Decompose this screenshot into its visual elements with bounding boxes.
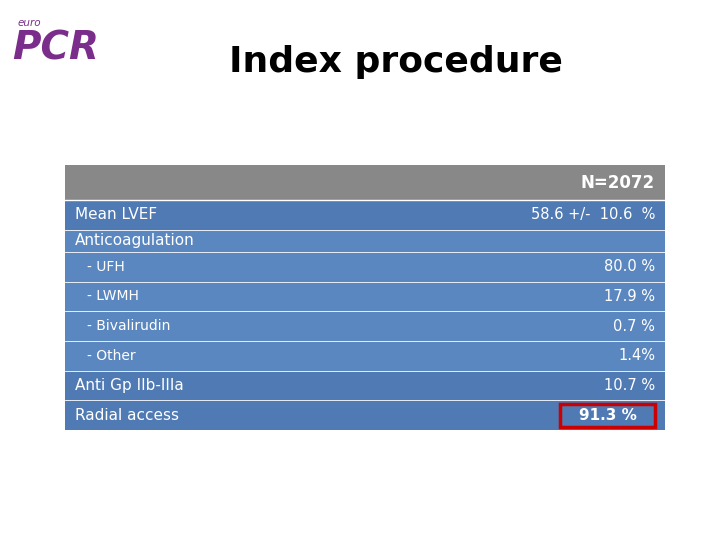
Bar: [560, 403, 655, 427]
Text: 1.4%: 1.4%: [618, 348, 655, 363]
Bar: [65, 252, 665, 282]
Text: 17.9 %: 17.9 %: [604, 289, 655, 304]
Text: 80.0 %: 80.0 %: [604, 259, 655, 274]
Text: - Other: - Other: [87, 349, 135, 363]
Text: Mean LVEF: Mean LVEF: [75, 207, 157, 222]
Text: - UFH: - UFH: [87, 260, 125, 274]
Bar: [65, 400, 665, 430]
Bar: [65, 200, 665, 230]
Bar: [65, 230, 665, 252]
Bar: [65, 282, 665, 311]
Text: Radial access: Radial access: [75, 408, 179, 423]
Text: PCR: PCR: [12, 30, 99, 68]
Text: - LWMH: - LWMH: [87, 289, 139, 303]
Text: euro: euro: [18, 18, 42, 28]
Text: Anticoagulation: Anticoagulation: [75, 233, 194, 248]
Bar: [65, 341, 665, 370]
Bar: [65, 370, 665, 400]
Text: 10.7 %: 10.7 %: [604, 378, 655, 393]
Text: Index procedure: Index procedure: [229, 45, 563, 79]
Text: N=2072: N=2072: [581, 173, 655, 192]
Text: 58.6 +/-  10.6  %: 58.6 +/- 10.6 %: [531, 207, 655, 222]
Bar: [65, 165, 665, 200]
Text: Anti Gp IIb-IIIa: Anti Gp IIb-IIIa: [75, 378, 184, 393]
Bar: [65, 311, 665, 341]
Text: 0.7 %: 0.7 %: [613, 319, 655, 334]
Text: 91.3 %: 91.3 %: [579, 408, 636, 423]
Text: - Bivalirudin: - Bivalirudin: [87, 319, 171, 333]
